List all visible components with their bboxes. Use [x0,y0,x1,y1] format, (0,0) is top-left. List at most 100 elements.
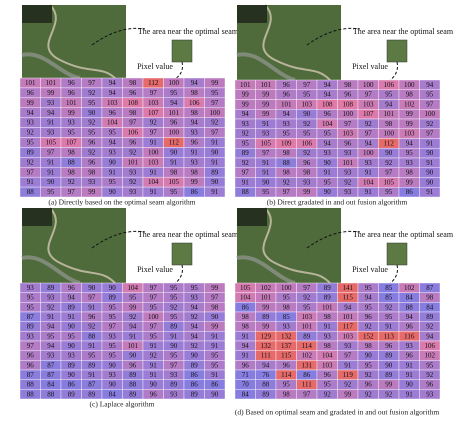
pixel-value: 90 [406,381,414,389]
pixel-value: 99 [211,323,219,331]
pixel-value: 92 [426,371,434,379]
pixel-value: 89 [47,284,55,292]
pixel-value: 90 [385,149,393,157]
pixel-value: 91 [88,303,96,311]
image-dark-area [22,5,52,23]
pixel-value: 93 [47,352,55,360]
pixel-value: 98 [406,169,414,177]
pixel-value: 92 [88,89,96,97]
pixel-value: 91 [242,332,250,340]
pixel-value: 94 [47,323,55,331]
pixel-value: 94 [109,89,117,97]
pixel-value: 96 [88,158,96,166]
pixel-value: 93 [344,188,352,196]
pixel-value: 91 [211,371,219,379]
pixel-value: 106 [302,139,313,147]
pixel-value: 97 [211,294,219,302]
river [21,52,81,80]
pixel-value: 103 [107,99,118,107]
pixel-value: 104 [240,294,251,302]
pixel-line [169,264,183,288]
pixel-value: 95 [109,352,117,360]
pixel-value: 71 [242,371,250,379]
pixel-value: 94 [47,342,55,350]
pixel-value: 100 [148,313,159,321]
pixel-value: 99 [242,91,250,99]
pixel-value: 96 [129,361,137,369]
pixel-value: 91 [88,371,96,379]
pixel-value: 101 [261,294,272,302]
pixel-value: 96 [68,89,76,97]
pixel-value: 98 [385,120,393,128]
pixel-value: 93 [47,99,55,107]
pixel-value: 95 [170,313,178,321]
pixel-value: 95 [170,188,178,196]
pixel-value: 101 [240,81,251,89]
pixel-value: 99 [303,188,311,196]
pixel-value: 92 [211,119,219,127]
pixel-value: 95 [68,332,76,340]
pixel-value: 96 [150,390,158,398]
pixel-value: 95 [170,284,178,292]
pixel-value: 86 [191,381,199,389]
pixel-value: 96 [283,91,291,99]
pixel-value: 96 [283,81,291,89]
pixel-cell [419,187,441,198]
pixel-value: 113 [384,332,395,340]
pixel-value: 103 [322,361,333,369]
pixel-value: 114 [302,342,313,350]
pixel-value: 117 [343,323,354,331]
pixel-value: 95 [88,352,96,360]
pixel-value: 94 [406,139,414,147]
pixel-value: 97 [47,148,55,156]
pixel-value: 97 [211,99,219,107]
pixel-value: 99 [385,381,393,389]
pixel-value: 94 [406,313,414,321]
pixel-value: 98 [365,342,373,350]
pixel-value: 89 [191,361,199,369]
pixel-value: 99 [242,100,250,108]
pixel-value: 99 [344,390,352,398]
pixel-value: 89 [324,294,332,302]
pixel-value: 98 [426,294,434,302]
river [236,52,296,82]
pixel-value: 91 [150,139,158,147]
pixel-value: 90 [426,149,434,157]
pixel-value: 90 [109,381,117,389]
pixel-value: 93 [170,390,178,398]
pixel-value: 98 [88,168,96,176]
pixel-value: 101 [128,158,139,166]
pixel-value: 94 [191,119,199,127]
pixel-value: 98 [129,79,137,87]
pixel-value: 94 [191,323,199,331]
pixel-value: 90 [324,159,332,167]
pixel-value: 104 [107,119,118,127]
pixel-value: 97 [303,284,311,292]
pixel-value: 95 [426,91,434,99]
pixel-value: 99 [88,188,96,196]
pixel-value: 92 [283,178,291,186]
pixel-value: 105 [46,139,57,147]
pixel-value: 90 [211,313,219,321]
pixel-value: 92 [47,303,55,311]
pixel-value: 101 [128,342,139,350]
pixel-value: 99 [262,110,270,118]
pixel-value: 90 [109,188,117,196]
pixel-value: 96 [129,139,137,147]
pixel-value: 92 [385,303,393,311]
pixel-value: 92 [344,178,352,186]
pixel-value: 132 [261,342,272,350]
pixel-value: 88 [27,188,35,196]
pixel-value: 96 [27,352,35,360]
pixel-value: 90 [191,352,199,360]
pixel-value: 93 [170,371,178,379]
pixel-value: 87 [27,371,35,379]
pixel-value: 87 [47,371,55,379]
pixel-value: 89 [385,371,393,379]
river [236,255,296,285]
zoom-patch [386,39,408,63]
pixel-value: 93 [88,178,96,186]
pixel-value: 96 [365,381,373,389]
pixel-cell [204,186,226,198]
